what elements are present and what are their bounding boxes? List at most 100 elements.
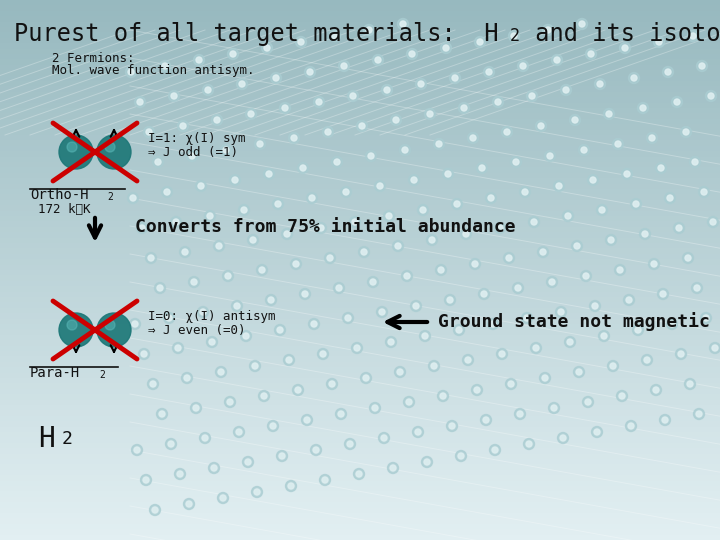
- Circle shape: [594, 429, 600, 435]
- Circle shape: [621, 168, 632, 179]
- Circle shape: [521, 313, 533, 323]
- Circle shape: [168, 91, 179, 102]
- Circle shape: [701, 313, 711, 323]
- Circle shape: [406, 399, 412, 405]
- Circle shape: [318, 225, 324, 231]
- Circle shape: [425, 109, 436, 119]
- Circle shape: [329, 381, 335, 387]
- Bar: [0, 319, 720, 324]
- Circle shape: [254, 138, 266, 150]
- Circle shape: [528, 217, 539, 227]
- Circle shape: [590, 300, 600, 312]
- Circle shape: [685, 379, 696, 389]
- Circle shape: [274, 325, 286, 335]
- Circle shape: [654, 37, 665, 48]
- Bar: [0, 32, 720, 38]
- Circle shape: [590, 177, 596, 183]
- Circle shape: [508, 381, 514, 387]
- Circle shape: [366, 27, 372, 33]
- Circle shape: [286, 481, 297, 491]
- Circle shape: [338, 60, 349, 71]
- Circle shape: [658, 165, 664, 171]
- Bar: [0, 0, 720, 5]
- Circle shape: [426, 234, 438, 246]
- Circle shape: [558, 309, 564, 315]
- Circle shape: [504, 129, 510, 135]
- Circle shape: [578, 145, 590, 156]
- Circle shape: [418, 205, 428, 215]
- Circle shape: [395, 367, 405, 377]
- Circle shape: [624, 294, 634, 306]
- Circle shape: [533, 345, 539, 351]
- Circle shape: [251, 487, 263, 497]
- Circle shape: [384, 87, 390, 93]
- Circle shape: [631, 199, 642, 210]
- Circle shape: [135, 97, 145, 107]
- Bar: [0, 335, 720, 340]
- Circle shape: [694, 285, 700, 291]
- Bar: [0, 324, 720, 329]
- Circle shape: [400, 145, 410, 156]
- Circle shape: [492, 97, 503, 107]
- Circle shape: [145, 253, 156, 264]
- Bar: [0, 340, 720, 346]
- Circle shape: [166, 438, 176, 449]
- Circle shape: [327, 255, 333, 261]
- Circle shape: [538, 123, 544, 129]
- Circle shape: [560, 435, 566, 441]
- Circle shape: [130, 319, 140, 329]
- Circle shape: [236, 429, 242, 435]
- Bar: [0, 248, 720, 254]
- Circle shape: [374, 180, 385, 192]
- Bar: [0, 254, 720, 259]
- Circle shape: [449, 72, 461, 84]
- Circle shape: [273, 75, 279, 81]
- Circle shape: [601, 333, 607, 339]
- Circle shape: [336, 408, 346, 420]
- Circle shape: [617, 267, 623, 273]
- Circle shape: [669, 321, 675, 327]
- Circle shape: [557, 433, 569, 443]
- Bar: [0, 427, 720, 432]
- Circle shape: [640, 105, 646, 111]
- Circle shape: [456, 450, 467, 462]
- Circle shape: [551, 405, 557, 411]
- Circle shape: [451, 199, 462, 210]
- Circle shape: [343, 313, 354, 323]
- Circle shape: [225, 273, 231, 279]
- Circle shape: [683, 129, 689, 135]
- Bar: [0, 157, 720, 162]
- Circle shape: [148, 379, 158, 389]
- Circle shape: [173, 342, 184, 354]
- Circle shape: [667, 319, 678, 329]
- Circle shape: [302, 291, 308, 297]
- Circle shape: [703, 315, 709, 321]
- Circle shape: [292, 384, 304, 395]
- Bar: [0, 443, 720, 448]
- Circle shape: [196, 57, 202, 63]
- Circle shape: [157, 285, 163, 291]
- Circle shape: [596, 205, 608, 215]
- Bar: [0, 297, 720, 302]
- Circle shape: [454, 325, 464, 335]
- Circle shape: [214, 117, 220, 123]
- Circle shape: [163, 313, 174, 323]
- Circle shape: [153, 157, 163, 167]
- Bar: [0, 43, 720, 49]
- Circle shape: [230, 174, 240, 186]
- Circle shape: [631, 75, 637, 81]
- Circle shape: [300, 165, 306, 171]
- Circle shape: [184, 498, 194, 510]
- Circle shape: [325, 129, 331, 135]
- Circle shape: [461, 105, 467, 111]
- Circle shape: [523, 438, 534, 449]
- Circle shape: [497, 348, 508, 360]
- Bar: [0, 437, 720, 443]
- Circle shape: [572, 240, 582, 252]
- Circle shape: [712, 345, 718, 351]
- Circle shape: [305, 66, 315, 78]
- Bar: [0, 227, 720, 232]
- Circle shape: [334, 159, 340, 165]
- Bar: [0, 432, 720, 437]
- Circle shape: [209, 462, 220, 474]
